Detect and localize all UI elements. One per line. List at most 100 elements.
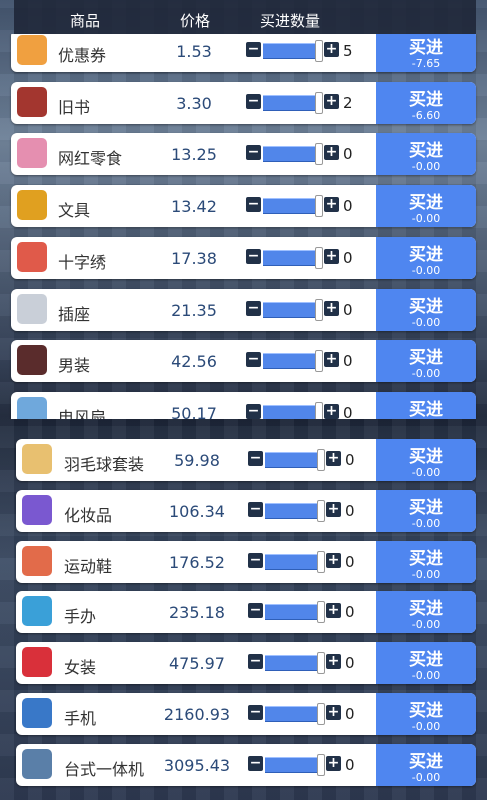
quantity-slider[interactable] (265, 706, 324, 722)
buy-button[interactable]: 买进-0.00 (376, 439, 476, 481)
list-item: 男装 42.56 − +0 买进 -0.00 (11, 340, 476, 383)
increase-button[interactable]: + (324, 196, 339, 213)
item-name: 插座 (58, 304, 91, 324)
decrease-button[interactable]: − (246, 247, 261, 264)
quantity-value: 0 (343, 197, 353, 216)
slider-handle[interactable] (315, 40, 323, 62)
buy-button[interactable]: 买进-0.00 (376, 693, 476, 735)
quantity-slider[interactable] (265, 756, 324, 773)
decrease-button[interactable]: − (246, 41, 261, 57)
increase-button[interactable]: + (326, 450, 341, 466)
slider-handle[interactable] (315, 350, 323, 373)
buy-button[interactable]: 买进-0.00 (376, 340, 476, 383)
buy-label: 买进 (409, 599, 443, 620)
slider-handle[interactable] (317, 652, 325, 675)
buy-cost: -0.00 (411, 770, 441, 784)
shop-list-upper[interactable]: 优惠券 1.53− +5 买进 -7.65 旧书 3.30− +2 买进 -6.60 网红零食 13.… (0, 34, 487, 419)
increase-button[interactable]: + (324, 299, 339, 316)
increase-button[interactable]: + (324, 144, 339, 161)
sneakers-icon (22, 545, 52, 576)
decrease-button[interactable]: − (248, 704, 263, 720)
buy-button[interactable]: 买进-0.00 (376, 743, 476, 786)
increase-button[interactable]: + (326, 653, 341, 670)
slider-handle[interactable] (315, 143, 323, 166)
buy-label: 买进 (409, 399, 443, 419)
buy-label: 买进 (409, 89, 443, 110)
decrease-button[interactable]: − (246, 402, 261, 419)
decrease-button[interactable]: − (248, 602, 263, 619)
decrease-button[interactable]: − (246, 299, 261, 316)
quantity-slider[interactable] (263, 146, 322, 163)
quantity-slider[interactable] (263, 353, 322, 370)
increase-button[interactable]: + (324, 247, 339, 264)
increase-button[interactable]: + (326, 500, 341, 517)
increase-button[interactable]: + (326, 551, 341, 568)
quantity-slider[interactable] (263, 43, 322, 59)
buy-cost: -0.00 (411, 669, 441, 683)
buy-cost: -0.00 (411, 315, 441, 329)
slider-handle[interactable] (317, 703, 325, 725)
buy-button[interactable]: 买进 -7.65 (376, 34, 476, 72)
decrease-button[interactable]: − (246, 144, 261, 161)
quantity-slider[interactable] (265, 604, 324, 621)
cosmetics-icon (22, 494, 52, 525)
slider-handle[interactable] (317, 499, 325, 522)
shop-list-lower[interactable]: 羽毛球套装 59.98− +0 买进 -0.00 化妆品 106.34− +0 买进 -0.00 运… (0, 430, 487, 800)
buy-button[interactable]: 买进-0.00 (376, 591, 476, 634)
quantity-slider[interactable] (265, 655, 324, 672)
slider-handle[interactable] (315, 246, 323, 269)
buy-button[interactable]: 买进-0.00 (376, 185, 476, 228)
increase-button[interactable]: + (324, 41, 339, 57)
quantity-value: 0 (343, 403, 353, 419)
buy-button[interactable]: 买进-0.00 (376, 540, 476, 583)
buy-button[interactable]: 买进-0.00 (376, 236, 476, 279)
buy-label: 买进 (409, 447, 443, 467)
item-name: 化妆品 (64, 505, 113, 525)
decrease-button[interactable]: − (248, 754, 263, 771)
slider-handle[interactable] (315, 298, 323, 321)
quantity-slider[interactable] (263, 198, 322, 215)
buy-button[interactable]: 买进-0.00 (376, 642, 476, 685)
slider-handle[interactable] (317, 449, 325, 471)
decrease-button[interactable]: − (248, 551, 263, 568)
slider-handle[interactable] (315, 195, 323, 218)
quantity-slider[interactable] (265, 502, 324, 519)
quantity-slider[interactable] (263, 301, 322, 318)
slider-handle[interactable] (317, 753, 325, 776)
buy-label: 买进 (409, 141, 443, 162)
quantity-slider[interactable] (263, 94, 322, 111)
buy-button[interactable]: 买进 -6.60 (376, 81, 476, 124)
list-item: 台式一体机 3095.43− +0 买进 -0.00 (16, 743, 476, 786)
increase-button[interactable]: + (326, 602, 341, 619)
item-price: 21.35 (171, 300, 217, 320)
increase-button[interactable]: + (324, 92, 339, 109)
slider-handle[interactable] (317, 550, 325, 573)
decrease-button[interactable]: − (248, 450, 263, 466)
decrease-button[interactable]: − (248, 653, 263, 670)
increase-button[interactable]: + (324, 402, 339, 419)
decrease-button[interactable]: − (248, 500, 263, 517)
increase-button[interactable]: + (326, 754, 341, 771)
buy-button[interactable]: 买进-0.00 (376, 288, 476, 331)
list-item: 电风扇 50.17 − +0 买进-0.00 (11, 391, 476, 419)
quantity-slider[interactable] (265, 553, 324, 570)
dress-icon (22, 647, 52, 678)
buy-button[interactable]: 买进-0.00 (376, 489, 476, 532)
quantity-slider[interactable] (265, 452, 324, 468)
item-price: 13.42 (171, 197, 217, 217)
slider-handle[interactable] (315, 91, 323, 114)
quantity-slider[interactable] (263, 249, 322, 266)
decrease-button[interactable]: − (246, 92, 261, 109)
decrease-button[interactable]: − (246, 351, 261, 368)
buy-button[interactable]: 买进-0.00 (376, 133, 476, 176)
slider-handle[interactable] (317, 601, 325, 624)
increase-button[interactable]: + (324, 351, 339, 368)
quantity-slider[interactable] (263, 404, 322, 419)
decrease-button[interactable]: − (246, 196, 261, 213)
slider-handle[interactable] (315, 401, 323, 419)
item-name: 台式一体机 (64, 759, 145, 779)
buy-button[interactable]: 买进-0.00 (376, 391, 476, 419)
buy-cost: -0.00 (411, 720, 441, 733)
item-name: 网红零食 (58, 149, 123, 169)
increase-button[interactable]: + (326, 704, 341, 720)
